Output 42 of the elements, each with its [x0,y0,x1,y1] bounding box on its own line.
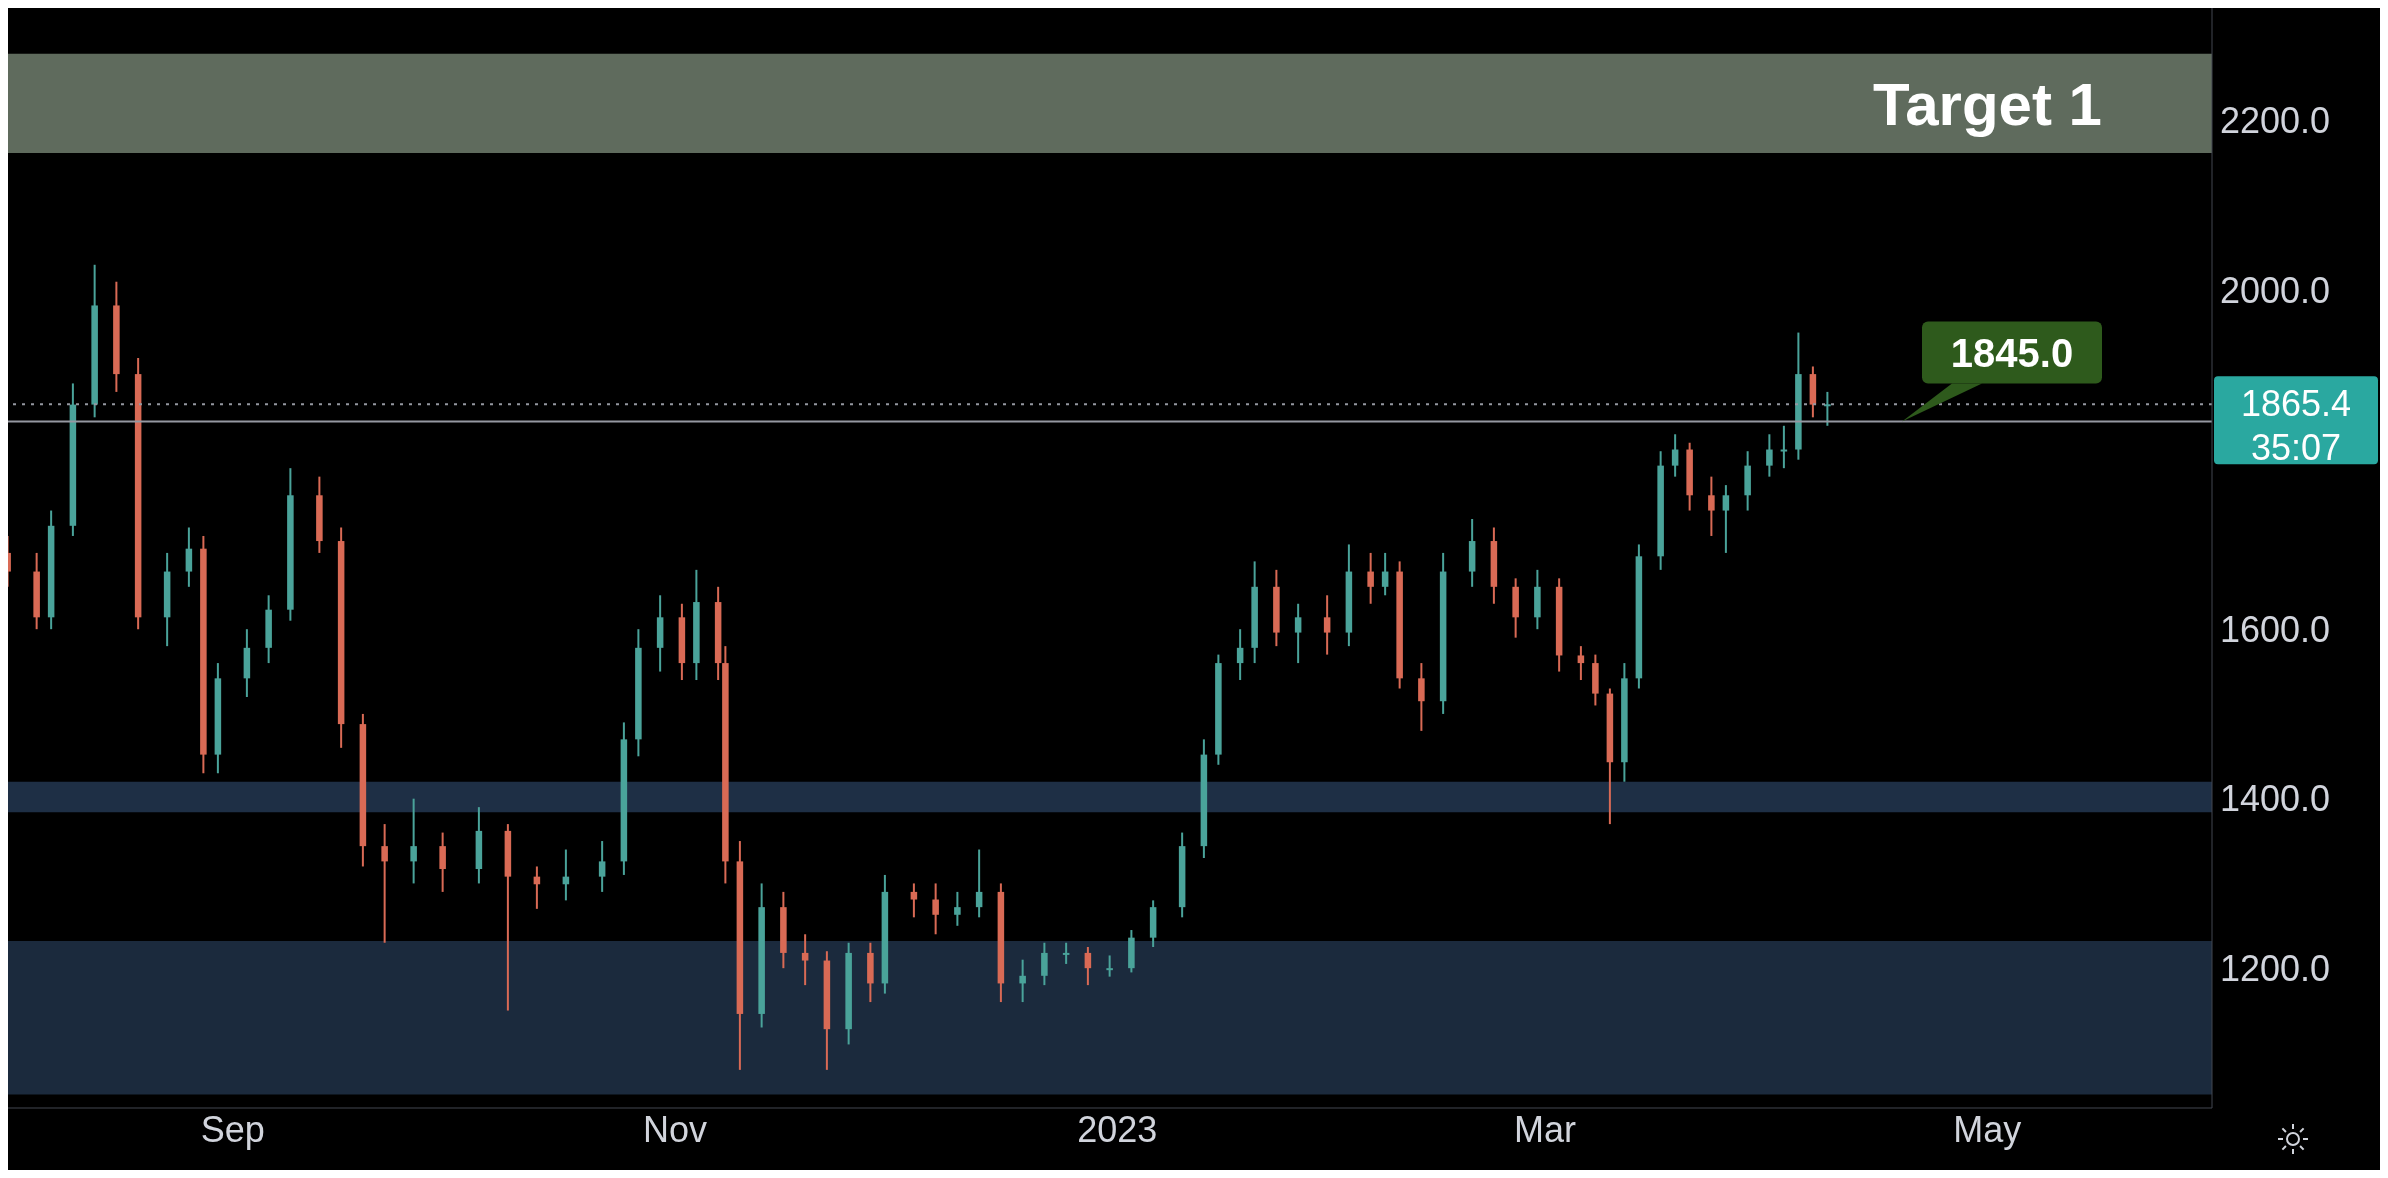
ref-line-label: 1865.4 [2240,383,2352,425]
candlestick [1084,945,1092,987]
candlestick [1780,424,1788,470]
y-tick-label: 1400.0 [2220,778,2331,820]
candlestick [381,823,388,944]
candlestick [954,890,961,927]
ref-line-label: 1845.0 [1950,330,2074,375]
x-tick-label: 2023 [1077,1108,1158,1150]
candlestick [1367,551,1374,605]
candlestick [1766,433,1773,478]
candlestick [598,840,606,893]
candlestick [1323,594,1331,656]
candlestick [1722,484,1730,554]
candlestick [1708,475,1715,537]
candlestick [1041,941,1048,987]
candlestick [801,933,809,987]
candlestick [932,882,939,936]
y-tick-label: 1200.0 [2220,947,2331,989]
y-tick-label: 2200.0 [2220,100,2331,142]
band-label: Target 1 [1873,70,2102,138]
candlestick [410,797,417,885]
candlestick [1671,433,1679,478]
x-tick-label: Mar [1514,1108,1577,1150]
candlestick [910,882,918,919]
x-tick-label: Sep [200,1108,265,1150]
candlestick [185,526,193,588]
x-tick-label: Nov [642,1108,708,1150]
candlestick [1062,941,1070,965]
y-tick-label: 2000.0 [2220,269,2331,311]
candlestick [1824,390,1831,427]
x-tick-label: May [1953,1108,2022,1150]
candlestick [1418,662,1425,732]
candlestick [975,848,983,919]
text: 35:07 [2250,427,2342,469]
candlestick [1294,602,1302,665]
candlestick [1381,551,1389,597]
candlestick [439,831,446,893]
candlestick [1577,645,1585,682]
candlestick [1019,958,1026,1004]
candlestick [1236,628,1244,682]
y-tick-label: 1600.0 [2220,608,2331,650]
candlestick [1106,954,1113,978]
